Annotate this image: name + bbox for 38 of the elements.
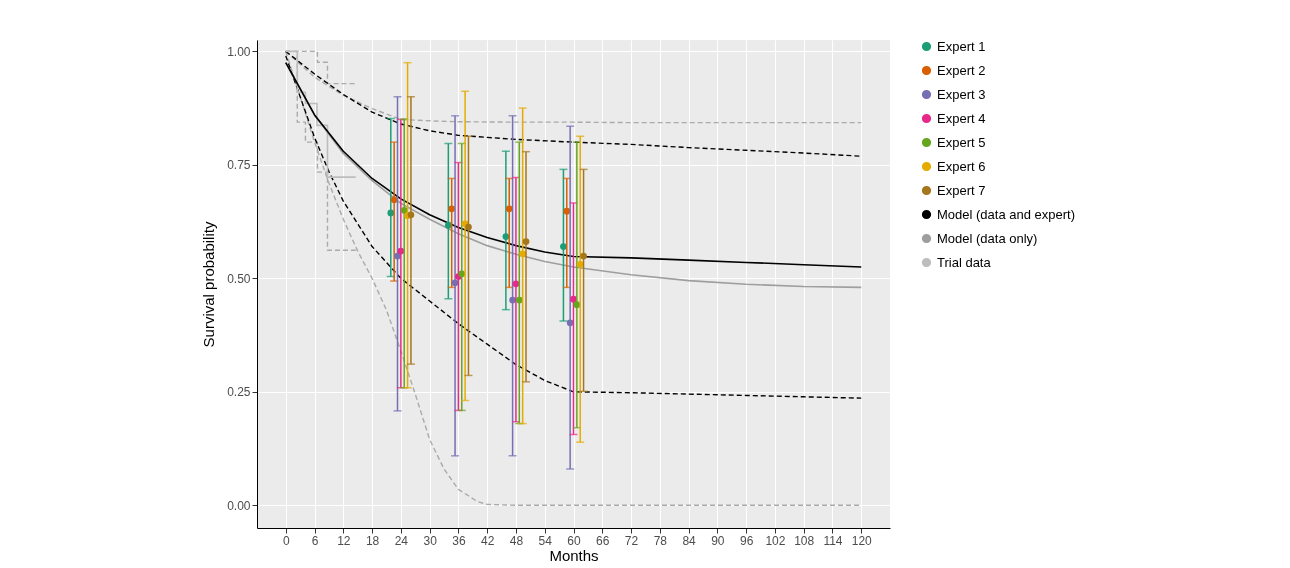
- x-tick-label: 12: [337, 533, 351, 548]
- x-tick-label: 66: [596, 533, 610, 548]
- legend-label: Expert 2: [937, 62, 986, 78]
- legend-label: Trial data: [937, 254, 992, 270]
- x-tick-label: 72: [624, 533, 639, 548]
- legend-label: Expert 5: [937, 134, 986, 150]
- legend-label: Expert 1: [937, 38, 986, 54]
- x-tick-label: 90: [711, 533, 725, 548]
- x-tick-label: 30: [423, 533, 438, 548]
- x-tick-label: 24: [394, 533, 409, 548]
- x-axis-title: Months: [549, 546, 599, 564]
- x-tick-label: 54: [538, 533, 553, 548]
- x-tick-label: 0: [282, 533, 290, 548]
- legend-label: Expert 7: [937, 182, 986, 198]
- x-tick-label: 96: [739, 533, 754, 548]
- y-tick-label: 0.75: [227, 158, 251, 173]
- x-tick-label: 84: [682, 533, 697, 548]
- y-tick-label: 0.25: [227, 385, 251, 400]
- x-tick-label: 120: [851, 533, 873, 548]
- x-tick-label: 36: [452, 533, 466, 548]
- x-tick-label: 18: [365, 533, 380, 548]
- x-tick-label: 102: [765, 533, 786, 548]
- legend-label: Model (data only): [937, 230, 1038, 246]
- x-tick-label: 114: [823, 533, 843, 548]
- x-tick-label: 6: [311, 533, 319, 548]
- legend-label: Expert 4: [937, 110, 986, 126]
- legend-label: Expert 3: [937, 86, 986, 102]
- x-tick-label: 42: [481, 533, 495, 548]
- x-tick-label: 108: [794, 533, 815, 548]
- y-tick-label: 0.50: [227, 271, 251, 286]
- y-tick-label: 1.00: [227, 44, 251, 59]
- y-tick-label: 0.00: [227, 498, 251, 513]
- x-tick-label: 48: [509, 533, 524, 548]
- legend-label: Model (data and expert): [937, 206, 1076, 222]
- legend-label: Expert 6: [937, 158, 986, 174]
- x-tick-label: 60: [567, 533, 581, 548]
- y-axis-title: Survival probability: [200, 221, 218, 348]
- x-tick-label: 78: [653, 533, 668, 548]
